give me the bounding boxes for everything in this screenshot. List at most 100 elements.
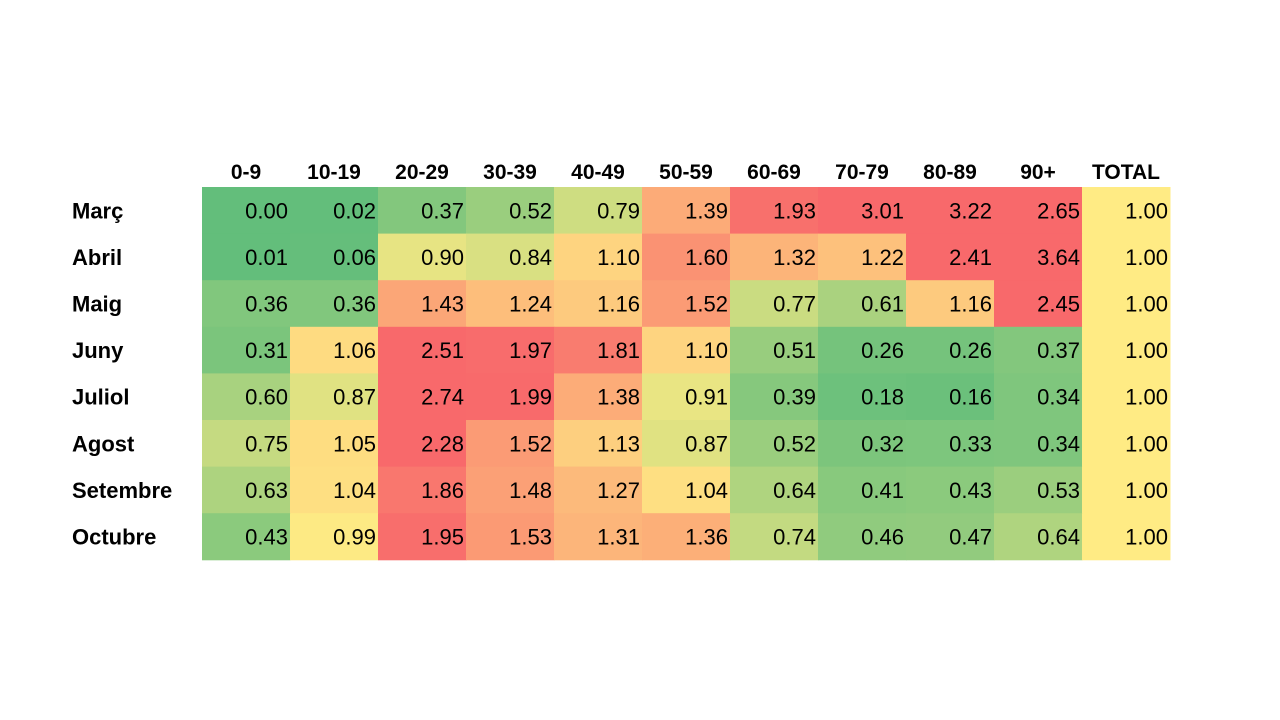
cell-value-abril-50-59: 1.60 <box>685 245 728 270</box>
cell-value-maig-90plus: 2.45 <box>1037 292 1080 317</box>
heatmap-cell-setembre-40-49 <box>554 466 643 514</box>
cell-value-maig-20-29: 1.43 <box>421 292 464 317</box>
cell-value-setembre-70-79: 0.41 <box>861 478 904 503</box>
cell-value-juny-40-49: 1.81 <box>597 338 640 363</box>
cell-value-juliol-70-79: 0.18 <box>861 385 904 410</box>
heatmap-cell-marc-80-89 <box>906 187 995 235</box>
heatmap-cell-agost-70-79 <box>818 420 907 468</box>
cell-value-agost-50-59: 0.87 <box>685 431 728 456</box>
heatmap-cell-juliol-60-69 <box>730 373 819 421</box>
cell-value-setembre-50-59: 1.04 <box>685 478 728 503</box>
cell-value-octubre-90plus: 0.64 <box>1037 525 1080 550</box>
heatmap-cell-juliol-90plus <box>994 373 1083 421</box>
cell-value-marc-0-9: 0.00 <box>245 198 288 223</box>
heatmap-cell-juny-80-89 <box>906 326 995 374</box>
heatmap-cell-juny-10-19 <box>290 326 379 374</box>
heatmap-cell-agost-50-59 <box>642 420 731 468</box>
heatmap-cell-juliol-40-49 <box>554 373 643 421</box>
heatmap-cell-agost-30-39 <box>466 420 555 468</box>
cell-value-juliol-total: 1.00 <box>1125 385 1168 410</box>
heatmap-cell-juny-90plus <box>994 326 1083 374</box>
cell-value-agost-30-39: 1.52 <box>509 431 552 456</box>
cell-value-abril-20-29: 0.90 <box>421 245 464 270</box>
heatmap-cell-octubre-50-59 <box>642 513 731 561</box>
cell-value-setembre-40-49: 1.27 <box>597 478 640 503</box>
cell-value-juliol-50-59: 0.91 <box>685 385 728 410</box>
cell-value-juny-70-79: 0.26 <box>861 338 904 363</box>
heatmap-cell-marc-0-9 <box>202 187 291 235</box>
cell-value-maig-70-79: 0.61 <box>861 292 904 317</box>
cell-value-marc-total: 1.00 <box>1125 198 1168 223</box>
heatmap-cell-maig-40-49 <box>554 280 643 328</box>
heatmap-cell-abril-80-89 <box>906 233 995 281</box>
heatmap-cell-octubre-60-69 <box>730 513 819 561</box>
cell-value-juliol-60-69: 0.39 <box>773 385 816 410</box>
heatmap-cell-setembre-20-29 <box>378 466 467 514</box>
heatmap-cell-maig-60-69 <box>730 280 819 328</box>
column-header-70-79: 70-79 <box>835 161 889 184</box>
cell-value-juny-30-39: 1.97 <box>509 338 552 363</box>
cell-value-abril-0-9: 0.01 <box>245 245 288 270</box>
heatmap-cell-agost-total <box>1082 420 1171 468</box>
cell-value-octubre-60-69: 0.74 <box>773 525 816 550</box>
heatmap-cell-octubre-0-9 <box>202 513 291 561</box>
heatmap-cell-abril-30-39 <box>466 233 555 281</box>
row-header-maig: Maig <box>72 292 122 317</box>
row-header-octubre: Octubre <box>72 525 156 550</box>
cell-value-agost-80-89: 0.33 <box>949 431 992 456</box>
heatmap-cell-abril-40-49 <box>554 233 643 281</box>
cell-value-octubre-0-9: 0.43 <box>245 525 288 550</box>
row-header-agost: Agost <box>72 431 135 456</box>
row-header-setembre: Setembre <box>72 478 172 503</box>
column-header-10-19: 10-19 <box>307 161 361 184</box>
heatmap-cell-setembre-80-89 <box>906 466 995 514</box>
heatmap-cell-maig-0-9 <box>202 280 291 328</box>
cell-value-octubre-40-49: 1.31 <box>597 525 640 550</box>
column-header-20-29: 20-29 <box>395 161 449 184</box>
cell-value-abril-80-89: 2.41 <box>949 245 992 270</box>
cell-value-octubre-80-89: 0.47 <box>949 525 992 550</box>
cell-value-abril-10-19: 0.06 <box>333 245 376 270</box>
heatmap-cell-maig-50-59 <box>642 280 731 328</box>
heatmap-cell-maig-90plus <box>994 280 1083 328</box>
cell-value-abril-40-49: 1.10 <box>597 245 640 270</box>
heatmap-cell-juny-50-59 <box>642 326 731 374</box>
heatmap-cell-marc-40-49 <box>554 187 643 235</box>
heatmap-cell-juliol-80-89 <box>906 373 995 421</box>
cell-value-juny-90plus: 0.37 <box>1037 338 1080 363</box>
heatmap-cell-octubre-20-29 <box>378 513 467 561</box>
heatmap-cell-setembre-total <box>1082 466 1171 514</box>
heatmap-cell-abril-20-29 <box>378 233 467 281</box>
cell-value-octubre-50-59: 1.36 <box>685 525 728 550</box>
cell-value-juliol-80-89: 0.16 <box>949 385 992 410</box>
cell-value-maig-40-49: 1.16 <box>597 292 640 317</box>
cell-value-juny-80-89: 0.26 <box>949 338 992 363</box>
cell-value-marc-10-19: 0.02 <box>333 198 376 223</box>
cell-value-octubre-10-19: 0.99 <box>333 525 376 550</box>
row-header-juny: Juny <box>72 338 124 363</box>
heatmap-cell-abril-total <box>1082 233 1171 281</box>
heatmap-cell-marc-50-59 <box>642 187 731 235</box>
heatmap-cell-juliol-50-59 <box>642 373 731 421</box>
cell-value-agost-0-9: 0.75 <box>245 431 288 456</box>
heatmap-cell-juny-60-69 <box>730 326 819 374</box>
column-header-60-69: 60-69 <box>747 161 801 184</box>
cell-value-juny-total: 1.00 <box>1125 338 1168 363</box>
cell-value-maig-30-39: 1.24 <box>509 292 552 317</box>
column-headers: 0-9 10-19 20-29 30-39 40-49 50-59 60-69 70-79 80… <box>231 161 1160 184</box>
cell-value-marc-30-39: 0.52 <box>509 198 552 223</box>
heatmap-cell-juliol-70-79 <box>818 373 907 421</box>
cell-value-setembre-30-39: 1.48 <box>509 478 552 503</box>
heatmap-cell-agost-90plus <box>994 420 1083 468</box>
cell-value-marc-40-49: 0.79 <box>597 198 640 223</box>
heatmap-cell-agost-60-69 <box>730 420 819 468</box>
cell-value-abril-90plus: 3.64 <box>1037 245 1080 270</box>
heatmap-cell-juliol-10-19 <box>290 373 379 421</box>
cell-value-octubre-70-79: 0.46 <box>861 525 904 550</box>
cell-value-agost-70-79: 0.32 <box>861 431 904 456</box>
cell-value-maig-0-9: 0.36 <box>245 292 288 317</box>
heatmap-cell-marc-30-39 <box>466 187 555 235</box>
heatmap-cell-marc-60-69 <box>730 187 819 235</box>
cell-value-juny-20-29: 2.51 <box>421 338 464 363</box>
cell-value-abril-70-79: 1.22 <box>861 245 904 270</box>
